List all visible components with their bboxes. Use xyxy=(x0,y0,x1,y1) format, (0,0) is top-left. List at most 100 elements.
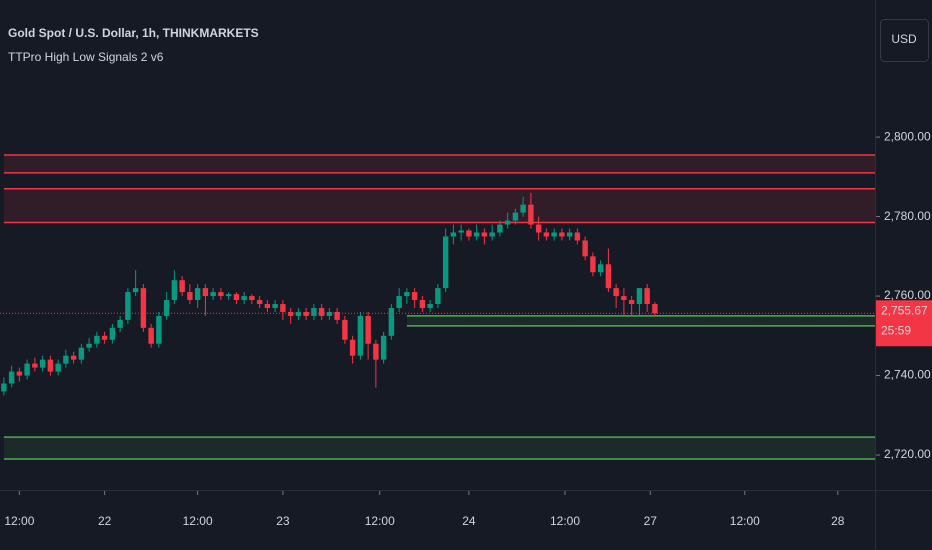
candle-body xyxy=(652,304,658,314)
candle-body xyxy=(566,232,573,237)
candle-body xyxy=(70,355,77,360)
candle-body xyxy=(582,240,588,257)
candle-body xyxy=(202,288,209,297)
candle-body xyxy=(435,288,441,305)
candle-body xyxy=(365,315,371,344)
candle-body xyxy=(621,296,627,301)
zone xyxy=(3,154,875,173)
x-tick-label: 12:00 xyxy=(365,514,395,528)
chart-title: Gold Spot / U.S. Dollar, 1h, THINKMARKET… xyxy=(8,26,259,40)
candle-body xyxy=(481,232,488,237)
candle-body xyxy=(194,288,201,301)
candle-body xyxy=(39,359,46,368)
last-price-box xyxy=(876,300,932,347)
candle-body xyxy=(466,230,472,237)
x-tick-label: 27 xyxy=(644,514,658,528)
candle-body xyxy=(32,363,38,368)
candle-body xyxy=(249,296,255,301)
x-tick-label: 12:00 xyxy=(730,514,760,528)
candle-body xyxy=(543,232,550,237)
candle-body xyxy=(357,315,364,356)
candle-body xyxy=(16,371,23,376)
candle-body xyxy=(47,359,54,372)
candle-body xyxy=(551,232,557,237)
zone xyxy=(3,437,875,460)
candle-body xyxy=(380,335,387,360)
indicator-name: TTPro High Low Signals 2 v6 xyxy=(8,50,164,64)
candle-body xyxy=(373,343,379,360)
candle-body xyxy=(264,304,271,308)
candle-body xyxy=(334,311,340,320)
candle-body xyxy=(63,355,69,364)
candle-body xyxy=(210,292,216,297)
candle-body xyxy=(574,232,581,241)
candle-body xyxy=(256,300,263,305)
y-tick-label: 2,720.00 xyxy=(884,447,931,461)
x-tick-label: 22 xyxy=(98,514,112,528)
candle-body xyxy=(218,292,224,297)
candle-body xyxy=(280,304,286,312)
candle-body xyxy=(132,288,139,293)
zone xyxy=(3,188,875,223)
candle-body xyxy=(411,292,418,301)
candle-body xyxy=(179,280,185,293)
candle-body xyxy=(473,232,480,237)
currency-button[interactable] xyxy=(880,19,929,62)
candle-body xyxy=(187,292,193,301)
candle-body xyxy=(241,296,247,301)
countdown: 25:59 xyxy=(881,323,911,337)
candle-body xyxy=(442,236,449,289)
candle-body xyxy=(171,280,178,301)
candle-body xyxy=(1,383,7,392)
candle-body xyxy=(520,204,526,213)
x-tick-label: 24 xyxy=(462,514,476,528)
currency[interactable]: USD xyxy=(891,32,917,46)
candle-body xyxy=(94,335,100,344)
candle-body xyxy=(628,300,635,305)
candle-body xyxy=(590,256,596,273)
candle-body xyxy=(342,319,348,340)
candle-body xyxy=(156,315,162,344)
candle-body xyxy=(396,296,402,308)
candle-body xyxy=(450,232,457,237)
candle-body xyxy=(109,327,116,340)
candle-body xyxy=(163,300,170,316)
candle-body xyxy=(597,264,604,273)
candle-body xyxy=(605,264,612,289)
x-tick-label: 12:00 xyxy=(183,514,213,528)
candle-body xyxy=(388,307,395,336)
x-tick-label: 28 xyxy=(831,514,845,528)
candle-body xyxy=(233,294,240,301)
y-tick-label: 2,800.00 xyxy=(884,129,931,143)
candle-body xyxy=(458,230,464,233)
candle-body xyxy=(535,224,542,233)
candle-body xyxy=(101,335,108,340)
zone xyxy=(406,315,875,326)
candle-body xyxy=(512,212,519,221)
candle-body xyxy=(272,304,278,308)
x-tick-label: 12:00 xyxy=(4,514,34,528)
candle-body xyxy=(225,294,232,297)
candle-body xyxy=(489,232,495,237)
candle-body xyxy=(24,363,30,376)
candle-body xyxy=(497,224,503,233)
y-tick-label: 2,740.00 xyxy=(884,368,931,382)
candle-body xyxy=(303,311,309,316)
x-tick-label: 12:00 xyxy=(550,514,580,528)
candle-body xyxy=(528,204,534,225)
candle-body xyxy=(140,288,147,328)
candle-body xyxy=(8,371,15,384)
candle-body xyxy=(86,343,92,348)
candle-body xyxy=(55,363,61,372)
candle-body xyxy=(636,288,643,305)
candle-body xyxy=(318,307,325,316)
candle-body xyxy=(78,347,85,360)
candle-body xyxy=(311,307,317,316)
candle-body xyxy=(287,311,294,316)
x-tick-label: 23 xyxy=(276,514,290,528)
y-tick-label: 2,760.00 xyxy=(884,288,931,302)
candle-body xyxy=(644,288,650,305)
candle-body xyxy=(559,232,565,237)
